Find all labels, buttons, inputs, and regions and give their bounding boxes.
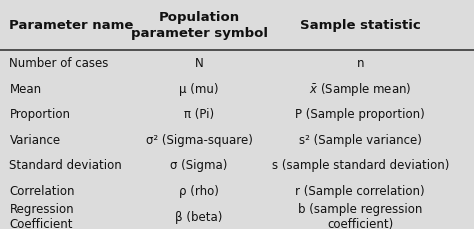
Text: π (Pi): π (Pi) <box>184 108 214 121</box>
Text: r (Sample correlation): r (Sample correlation) <box>295 184 425 197</box>
Text: Variance: Variance <box>9 133 61 146</box>
Text: σ² (Sigma-square): σ² (Sigma-square) <box>146 133 253 146</box>
Text: Population
parameter symbol: Population parameter symbol <box>130 11 268 40</box>
Text: σ (Sigma): σ (Sigma) <box>170 159 228 172</box>
Text: Parameter name: Parameter name <box>9 19 134 32</box>
Text: Standard deviation: Standard deviation <box>9 159 122 172</box>
Text: n: n <box>356 57 364 70</box>
Text: b (sample regression
coefficient): b (sample regression coefficient) <box>298 202 422 229</box>
Text: Number of cases: Number of cases <box>9 57 109 70</box>
Text: N: N <box>195 57 203 70</box>
Text: P (Sample proportion): P (Sample proportion) <box>295 108 425 121</box>
Text: Regression
Coefficient: Regression Coefficient <box>9 202 74 229</box>
Text: μ (mu): μ (mu) <box>179 82 219 95</box>
Text: s (sample standard deviation): s (sample standard deviation) <box>272 159 449 172</box>
Text: Sample statistic: Sample statistic <box>300 19 420 32</box>
Text: Proportion: Proportion <box>9 108 71 121</box>
Text: $\bar{x}$ (Sample mean): $\bar{x}$ (Sample mean) <box>309 80 411 97</box>
Text: Correlation: Correlation <box>9 184 75 197</box>
Text: Mean: Mean <box>9 82 42 95</box>
Text: ρ (rho): ρ (rho) <box>179 184 219 197</box>
Text: s² (Sample variance): s² (Sample variance) <box>299 133 422 146</box>
Text: β (beta): β (beta) <box>175 210 223 223</box>
